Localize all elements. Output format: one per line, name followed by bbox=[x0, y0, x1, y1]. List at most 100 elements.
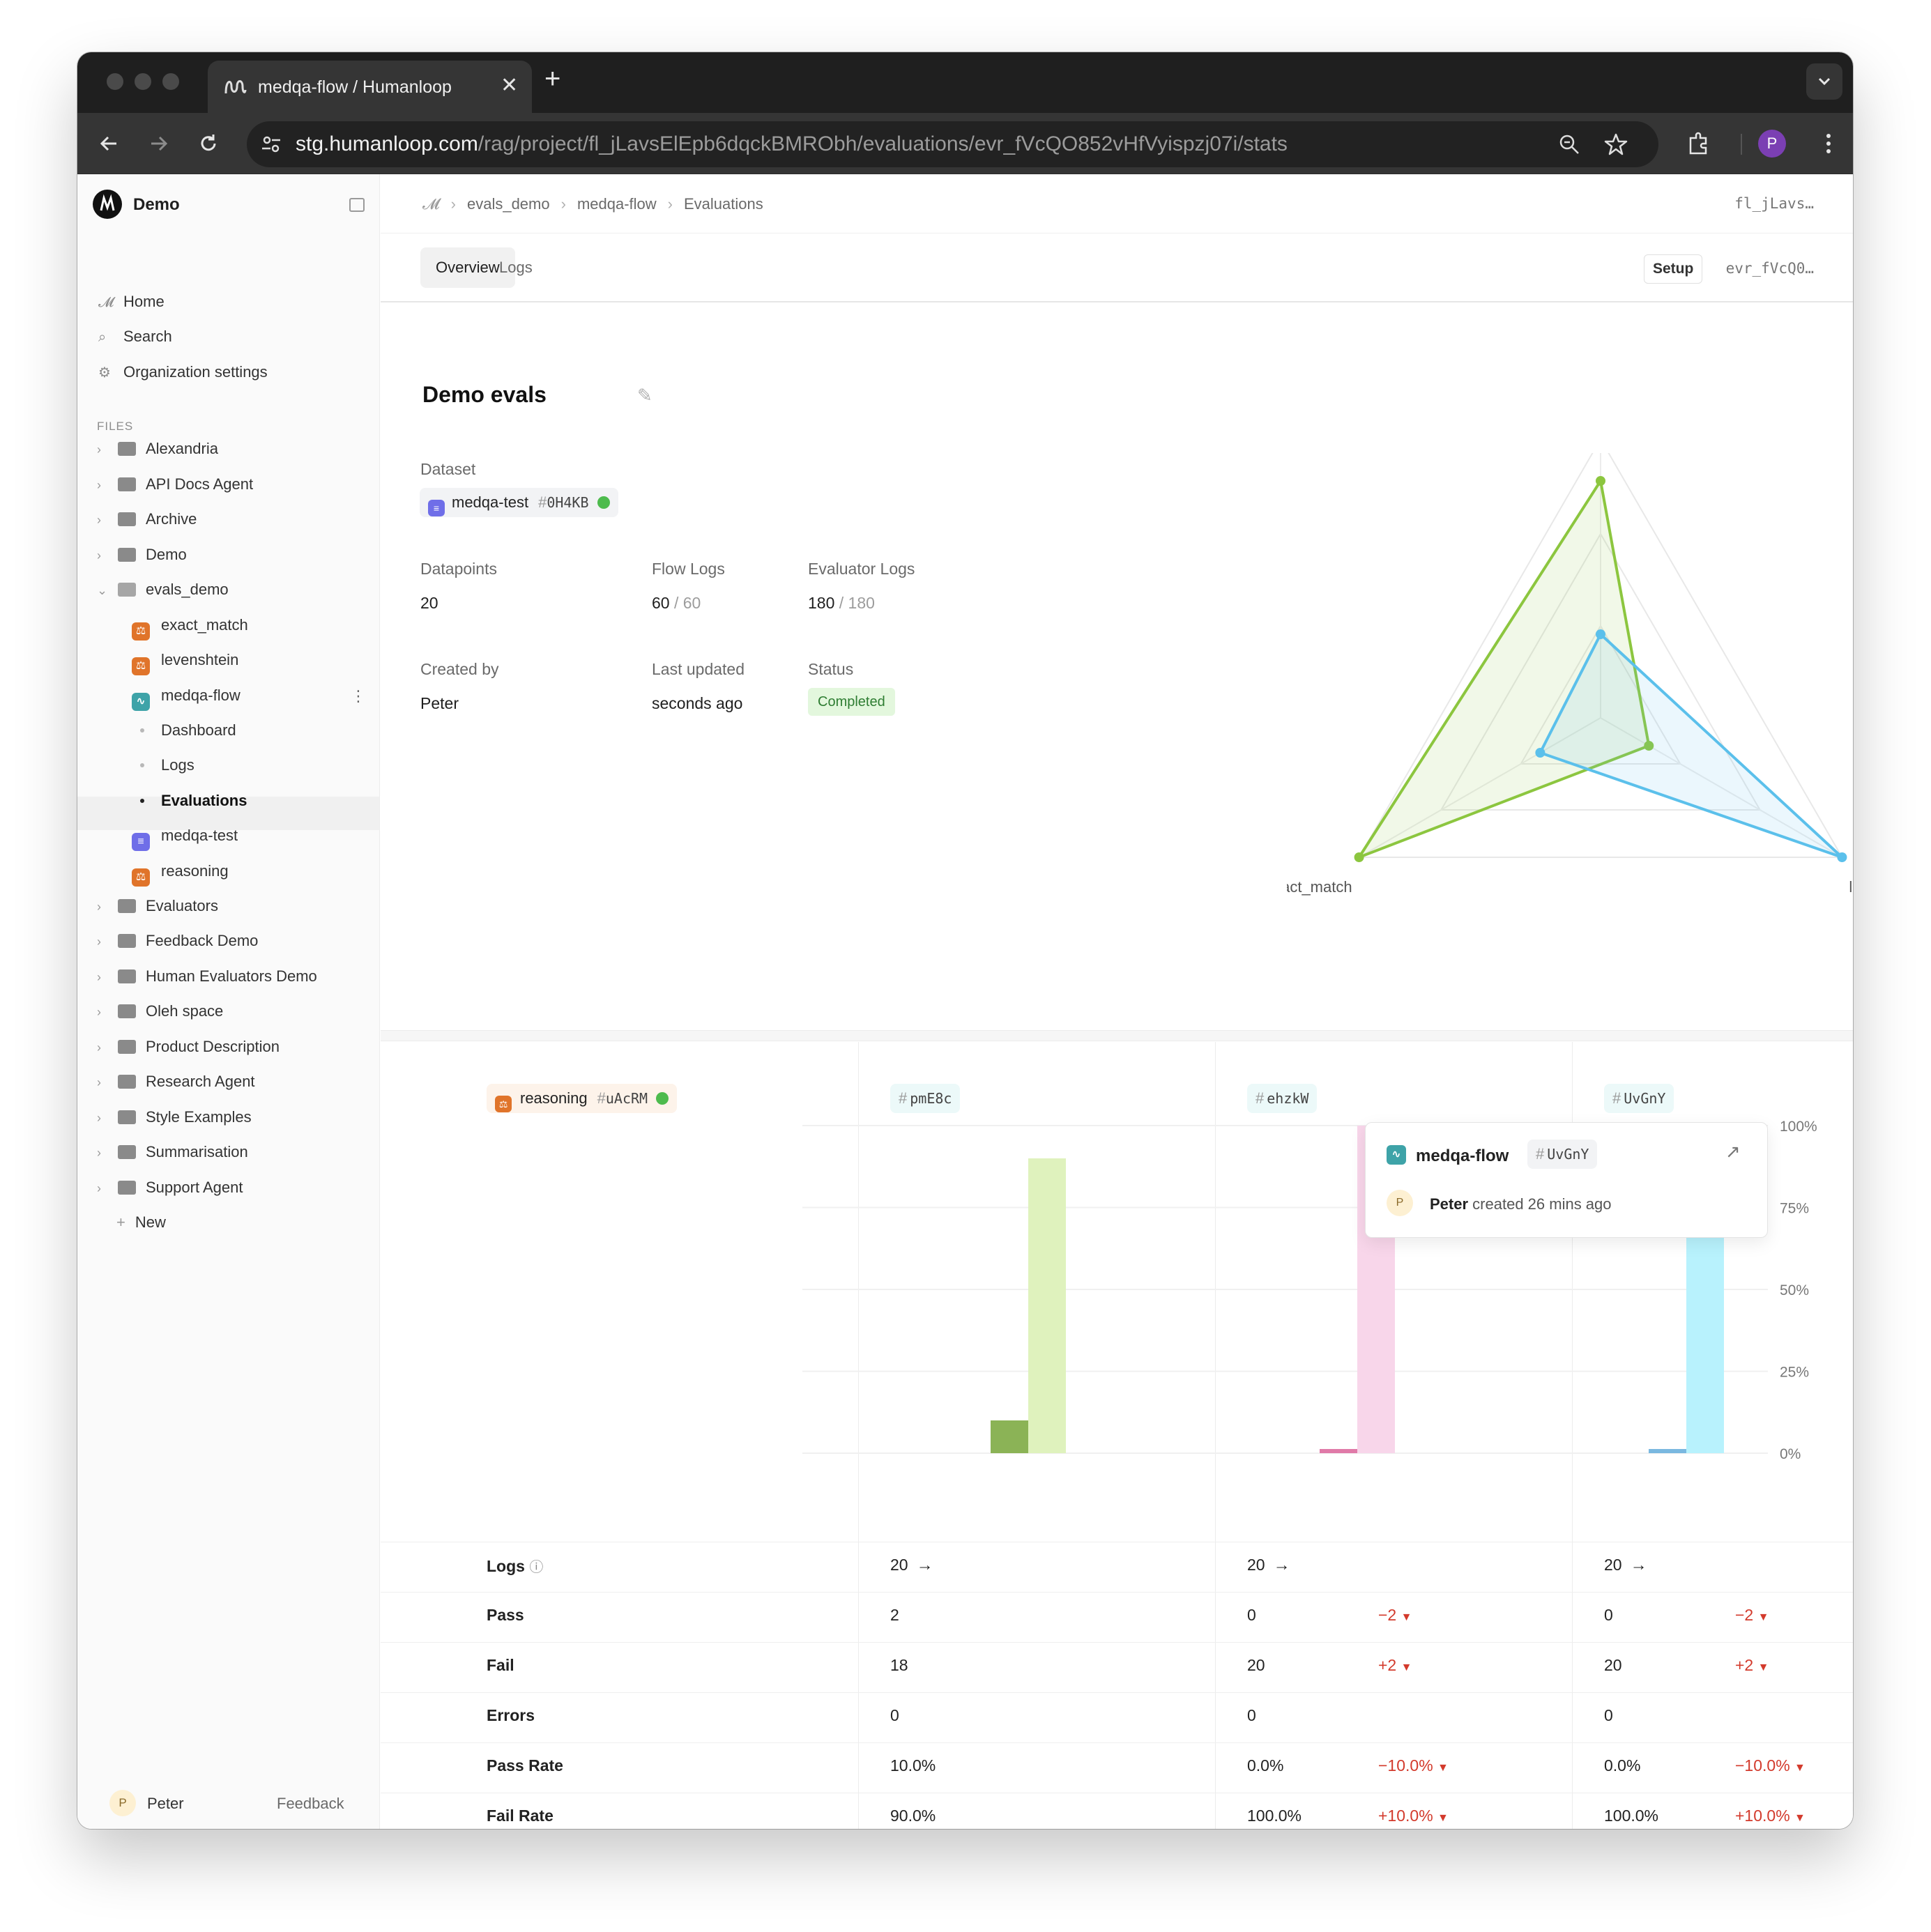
browser-tab[interactable]: medqa-flow / Humanloop ✕ bbox=[208, 61, 532, 113]
folder-human-evaluators-demo[interactable]: › Human Evaluators Demo bbox=[97, 963, 317, 990]
stat-value: 0 bbox=[1604, 1606, 1613, 1624]
breadcrumb-item[interactable]: Evaluations bbox=[683, 195, 763, 213]
folder-oleh-space[interactable]: › Oleh space bbox=[97, 997, 223, 1025]
dataset-chip[interactable]: ≡ medqa-test #0H4KB bbox=[420, 488, 618, 517]
breadcrumb-separator: › bbox=[667, 195, 673, 213]
folder-product-description[interactable]: › Product Description bbox=[97, 1033, 280, 1061]
tab-overview[interactable]: Overview bbox=[420, 247, 515, 288]
folder-evals-demo[interactable]: ⌄ evals_demo bbox=[97, 576, 229, 604]
radar-series-area bbox=[1538, 631, 1843, 859]
more-menu-icon[interactable] bbox=[1813, 128, 1844, 159]
reload-icon[interactable] bbox=[193, 128, 224, 159]
address-bar[interactable]: stg.humanloop.com/rag/project/fl_jLavsEl… bbox=[247, 121, 1658, 167]
caret-down-icon: ▼ bbox=[1757, 1662, 1769, 1673]
breadcrumb-item[interactable]: medqa-flow bbox=[577, 195, 657, 213]
workspace-logo[interactable] bbox=[93, 190, 122, 219]
folder-summarisation[interactable]: › Summarisation bbox=[97, 1138, 248, 1166]
hash-icon: # bbox=[1255, 1089, 1265, 1107]
folder-label: Evaluators bbox=[146, 897, 218, 914]
tab-search-dropdown[interactable] bbox=[1806, 63, 1842, 100]
version-chip[interactable]: # pmE8c bbox=[890, 1084, 961, 1113]
sidebar-item-home[interactable]: 𝓜 Home bbox=[98, 293, 165, 311]
folder-research-agent[interactable]: › Research Agent bbox=[97, 1068, 255, 1096]
radar-chart: reasoninglevenshteinexact_match bbox=[1287, 453, 1853, 896]
file-reasoning[interactable]: ⚖ reasoning bbox=[132, 857, 229, 887]
user-avatar[interactable]: P bbox=[109, 1790, 136, 1816]
tooltip-version-chip: # UvGnY bbox=[1527, 1140, 1598, 1169]
profile-avatar[interactable]: P bbox=[1758, 130, 1786, 158]
window-close-light[interactable] bbox=[107, 73, 123, 90]
tab-logs[interactable]: Logs bbox=[499, 259, 533, 276]
hash-icon: # bbox=[1536, 1145, 1545, 1163]
user-name[interactable]: Peter bbox=[147, 1795, 184, 1812]
flow-id[interactable]: fl_jLavs… bbox=[1734, 195, 1814, 212]
breadcrumb-item[interactable]: evals_demo bbox=[466, 195, 550, 213]
last-updated-value: seconds ago bbox=[652, 694, 743, 712]
folder-feedback-demo[interactable]: › Feedback Demo bbox=[97, 927, 258, 955]
chevron-right-icon: › bbox=[97, 1181, 101, 1195]
flow-icon: ∿ bbox=[1387, 1145, 1406, 1165]
check-circle-icon bbox=[656, 1092, 669, 1105]
new-file-button[interactable]: + New bbox=[116, 1209, 166, 1236]
evaluation-id[interactable]: evr_fVcQ0… bbox=[1725, 260, 1814, 277]
site-info-icon[interactable] bbox=[259, 132, 283, 156]
delta-value: +10.0% bbox=[1735, 1807, 1790, 1825]
version-chip[interactable]: # UvGnY bbox=[1604, 1084, 1674, 1113]
evaluator-logs-count: 180 bbox=[808, 594, 835, 612]
file-levenshtein[interactable]: ⚖ levenshtein bbox=[132, 646, 238, 675]
folder-style-examples[interactable]: › Style Examples bbox=[97, 1103, 252, 1131]
arrow-right-icon: → bbox=[1273, 1556, 1290, 1574]
stat-value: 0.0% bbox=[1247, 1756, 1284, 1774]
folder-icon bbox=[118, 512, 136, 526]
subitem-dashboard[interactable]: Dashboard bbox=[136, 716, 236, 744]
info-icon[interactable]: ⓘ bbox=[529, 1560, 544, 1575]
zoom-icon[interactable] bbox=[1557, 132, 1581, 156]
pass-fail-bar-chart: 100% 75% 50% 25% 0% bbox=[802, 1119, 1817, 1462]
logs-link[interactable]: 20 → bbox=[1247, 1556, 1290, 1575]
feedback-button[interactable]: Feedback bbox=[277, 1795, 344, 1812]
folder-archive[interactable]: › Archive bbox=[97, 505, 197, 533]
file-exact-match[interactable]: ⚖ exact_match bbox=[132, 611, 248, 641]
file-medqa-test[interactable]: ≡ medqa-test bbox=[132, 822, 238, 851]
window-zoom-light[interactable] bbox=[162, 73, 179, 90]
window-minimize-light[interactable] bbox=[135, 73, 151, 90]
workspace-name[interactable]: Demo bbox=[133, 195, 180, 214]
folder-evaluators[interactable]: › Evaluators bbox=[97, 892, 218, 920]
radar-axis-label: levenshtein bbox=[1849, 878, 1853, 896]
forward-arrow-icon[interactable] bbox=[143, 128, 174, 159]
bar-pass bbox=[1649, 1449, 1686, 1453]
stat-delta: −2 ▼ bbox=[1735, 1606, 1769, 1625]
radar-point bbox=[1837, 852, 1847, 862]
evaluator-chip[interactable]: ⚖ reasoning #uAcRM bbox=[487, 1084, 678, 1113]
sidebar-item-search[interactable]: ⌕ Search bbox=[98, 328, 172, 346]
row-divider bbox=[381, 1742, 1853, 1743]
more-options-icon[interactable]: ⋮ bbox=[351, 687, 366, 705]
evaluator-logs-value: 180 / 180 bbox=[808, 594, 875, 613]
folder-support-agent[interactable]: › Support Agent bbox=[97, 1174, 243, 1202]
folder-alexandria[interactable]: › Alexandria bbox=[97, 435, 218, 463]
radar-series-area bbox=[1355, 477, 1651, 861]
subitem-evaluations[interactable]: Evaluations bbox=[136, 787, 247, 815]
tab-close-icon[interactable]: ✕ bbox=[501, 74, 519, 97]
project-logo-icon[interactable]: 𝓜 bbox=[422, 195, 440, 213]
sidebar-collapse-icon[interactable] bbox=[349, 198, 365, 212]
new-tab-icon[interactable]: + bbox=[544, 63, 561, 94]
chevron-right-icon: › bbox=[97, 549, 101, 562]
sidebar-item-org-settings[interactable]: ⚙ Organization settings bbox=[98, 363, 268, 381]
version-chip[interactable]: # ehzkW bbox=[1247, 1084, 1318, 1113]
logs-link[interactable]: 20 → bbox=[890, 1556, 933, 1575]
subitem-logs[interactable]: Logs bbox=[136, 751, 194, 779]
folder-demo[interactable]: › Demo bbox=[97, 541, 187, 569]
file-medqa-flow[interactable]: ∿ medqa-flow bbox=[132, 682, 241, 711]
dataset-icon: ≡ bbox=[428, 500, 445, 516]
extensions-icon[interactable] bbox=[1684, 128, 1714, 159]
bookmark-star-icon[interactable] bbox=[1603, 132, 1628, 157]
back-arrow-icon[interactable] bbox=[94, 128, 125, 159]
setup-button[interactable]: Setup bbox=[1644, 254, 1703, 284]
chevron-right-icon: › bbox=[97, 1146, 101, 1160]
pencil-icon[interactable]: ✎ bbox=[637, 385, 652, 406]
column-divider bbox=[1215, 1042, 1216, 1829]
logs-link[interactable]: 20 → bbox=[1604, 1556, 1647, 1575]
folder-api-docs-agent[interactable]: › API Docs Agent bbox=[97, 470, 253, 498]
open-external-icon[interactable]: ↗ bbox=[1725, 1141, 1741, 1162]
